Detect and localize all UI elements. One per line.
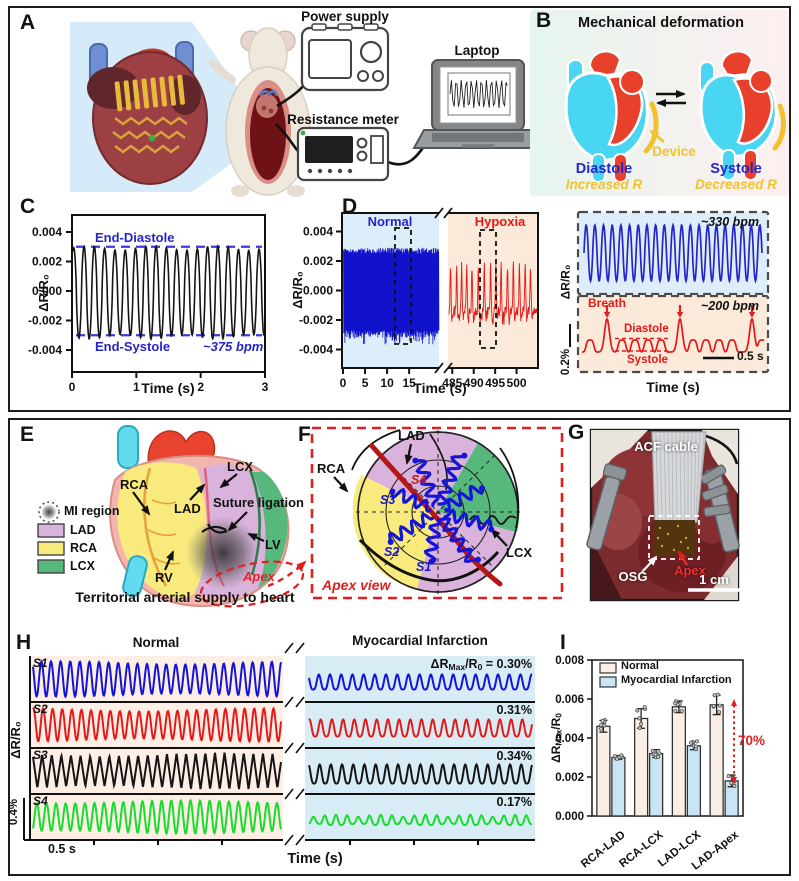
bpm-330-label: ~330 bpm xyxy=(700,215,759,229)
legend-rca: RCA xyxy=(70,541,98,555)
rca-label: RCA xyxy=(120,477,149,492)
inset-ylabel: ΔR/R₀ xyxy=(558,264,573,300)
s2-label: S2 xyxy=(384,545,400,559)
h-ylabel: ΔR/R₀ xyxy=(8,721,24,759)
s4-label: S4 xyxy=(411,473,427,487)
legend-lad: LAD xyxy=(70,523,96,537)
panel-c-xlabel: Time (s) xyxy=(141,380,195,396)
lad-label: LAD xyxy=(174,501,201,516)
i-yl-p1: ΔR xyxy=(548,745,563,763)
i-yl-sub2: 0 xyxy=(554,713,564,718)
h-drmax-s3: 0.34% xyxy=(496,749,532,763)
panel-label-a: A xyxy=(20,11,36,34)
drmax-value-s1: 0.30% xyxy=(496,657,532,671)
panel-label-g: G xyxy=(568,421,585,444)
rv-label: RV xyxy=(155,570,173,585)
acf-cable-label: ACF cable xyxy=(634,439,698,454)
power-supply-label: Power supply xyxy=(301,9,389,24)
h-s2-label: S2 xyxy=(33,702,48,716)
inset-ampscale-label: 0.2% xyxy=(559,348,572,376)
panel-d-ylabel: ΔR/R₀ xyxy=(290,271,306,309)
bpm-200-label: ~200 bpm xyxy=(700,299,759,313)
f-lad-label: LAD xyxy=(398,428,425,443)
panel-label-d: D xyxy=(342,195,358,218)
bpm-375-label: ~375 bpm xyxy=(203,339,264,354)
h-xlabel: Time (s) xyxy=(287,851,343,867)
apex-view-label: Apex view xyxy=(322,577,391,593)
panel-label-b: B xyxy=(536,9,552,32)
panel-label-e: E xyxy=(20,423,35,446)
i-legend-mi: Myocardial Infarction xyxy=(621,674,732,686)
end-diastole-label: End-Diastole xyxy=(95,230,175,245)
f-lcx-label: LCX xyxy=(506,545,532,560)
panel-label-f: F xyxy=(298,423,311,446)
s1-label: S1 xyxy=(416,560,432,574)
breath-label: Breath xyxy=(588,296,627,310)
h-s1-label: S1 xyxy=(33,656,48,670)
panel-b-title: Mechanical deformation xyxy=(578,15,744,31)
h-s3-label: S3 xyxy=(33,748,48,762)
legend-lcx: LCX xyxy=(70,559,95,573)
h-ampscale-label: 0.4% xyxy=(7,798,20,826)
panel-label-i: I xyxy=(560,631,566,654)
device-label: Device xyxy=(652,144,696,159)
panel-e-caption: Territorial arterial supply to heart xyxy=(75,589,295,605)
h-drmax-s1: ΔRMax/R0 = 0.30% xyxy=(430,657,533,672)
inset-diastole-label: Diastole xyxy=(624,323,669,335)
drmax-eq: = xyxy=(482,657,497,671)
s3-label: S3 xyxy=(380,493,396,507)
end-systole-label: End-Systole xyxy=(95,339,171,354)
increased-r-label: Increased R xyxy=(565,177,643,192)
i-yl-p2: /R xyxy=(548,717,563,730)
panel-d-xlabel: Time (s) xyxy=(413,380,467,396)
apex-label: Apex xyxy=(243,569,275,584)
laptop-label: Laptop xyxy=(454,43,500,58)
osg-label: OSG xyxy=(618,569,648,584)
drmax-sub1: Max xyxy=(448,661,466,672)
i-yl-sub1: Max xyxy=(554,729,564,746)
i-70pct-label: 70% xyxy=(738,733,766,748)
normal-label: Normal xyxy=(367,214,413,229)
panel-label-h: H xyxy=(16,631,32,654)
inset-systole-label: Systole xyxy=(627,354,668,366)
panel-label-c: C xyxy=(20,195,36,218)
i-ylabel: ΔRMax/R0 xyxy=(548,713,564,763)
lv-label: LV xyxy=(265,537,281,552)
suture-ligation-label: Suture ligation xyxy=(213,495,304,510)
legend-mi-region: MI region xyxy=(64,504,120,518)
scale-1cm-label: 1 cm xyxy=(699,572,729,587)
inset-xlabel: Time (s) xyxy=(646,379,700,395)
h-timescale-label: 0.5 s xyxy=(48,842,76,856)
h-s4-label: S4 xyxy=(33,794,48,808)
diastole-label: Diastole xyxy=(575,161,633,177)
h-mi-title: Myocardial Infarction xyxy=(352,633,488,648)
drmax-p1: ΔR xyxy=(430,657,449,671)
h-drmax-s4: 0.17% xyxy=(496,795,532,809)
h-normal-title: Normal xyxy=(132,635,180,650)
decreased-r-label: Decreased R xyxy=(695,177,777,192)
lcx-label: LCX xyxy=(227,459,253,474)
systole-label: Systole xyxy=(710,161,762,177)
f-rca-label: RCA xyxy=(317,461,346,476)
panel-c-ylabel: ΔR/R₀ xyxy=(36,274,52,312)
h-drmax-s2: 0.31% xyxy=(496,703,532,717)
i-legend-normal: Normal xyxy=(621,660,659,672)
resistance-meter-label: Resistance meter xyxy=(287,112,399,127)
drmax-p2: /R xyxy=(465,657,478,671)
inset-timescale-label: 0.5 s xyxy=(737,349,764,363)
hypoxia-label: Hypoxia xyxy=(474,214,526,229)
